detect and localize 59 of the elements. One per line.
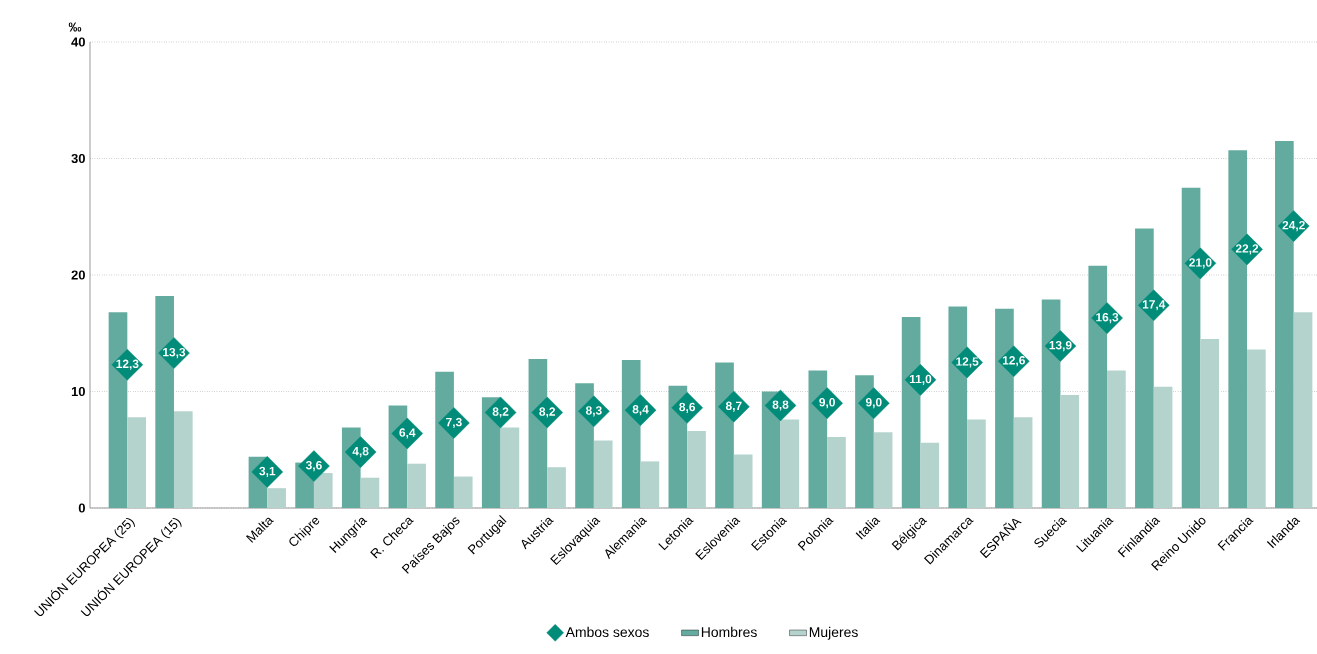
data-label: 12,6 (1002, 356, 1025, 367)
data-label: 16,3 (1096, 313, 1119, 324)
bar (920, 442, 940, 508)
bar (127, 417, 146, 508)
data-label: 8,2 (492, 407, 509, 418)
bar (827, 436, 846, 508)
bar (1293, 312, 1313, 508)
bar (687, 431, 706, 508)
bar (1107, 370, 1126, 508)
data-label: 7,3 (446, 417, 462, 429)
data-label: 3,6 (305, 460, 322, 472)
data-label: 12,3 (116, 359, 139, 370)
bar (313, 473, 333, 508)
y-tick-label: 20 (71, 270, 85, 280)
y-tick-label: 30 (71, 153, 85, 164)
data-label: 8,7 (725, 401, 742, 412)
y-tick-label: 0 (78, 503, 85, 513)
data-label: 8,4 (632, 405, 649, 416)
y-tick-label: 10 (71, 386, 85, 397)
bar (1013, 417, 1033, 508)
bar (407, 463, 426, 508)
bar (593, 440, 613, 508)
data-label: 11,0 (909, 374, 932, 385)
legend-label: Hombres (701, 626, 757, 638)
data-label: 9,0 (819, 398, 835, 409)
bar (267, 488, 286, 508)
data-label: 24,2 (1282, 220, 1305, 232)
data-label: 17,4 (1142, 300, 1166, 311)
bar (173, 411, 193, 508)
legend-label: Mujeres (809, 626, 858, 640)
bar (547, 467, 566, 508)
data-label: 4,8 (352, 446, 369, 458)
data-label: 3,1 (259, 466, 276, 477)
data-label: 13,3 (163, 347, 186, 359)
data-label: 8,2 (539, 407, 556, 418)
bar (500, 427, 520, 508)
data-label: 21,0 (1189, 258, 1212, 269)
bar (1247, 349, 1266, 508)
data-label: 6,4 (399, 428, 416, 439)
bar (360, 477, 380, 508)
y-axis-title: ‰ (68, 22, 82, 32)
bar (873, 432, 893, 508)
legend-label: Ambos sexos (565, 626, 649, 638)
data-label: 9,0 (865, 398, 882, 409)
bar (1200, 339, 1220, 508)
data-label: 22,2 (1235, 244, 1259, 255)
bar (1153, 386, 1173, 508)
bar (733, 454, 753, 508)
bar (967, 419, 986, 508)
bar (640, 461, 660, 508)
data-label: 12,5 (956, 357, 979, 368)
bar (453, 476, 473, 508)
y-tick-label: 40 (71, 37, 85, 47)
data-label: 8,3 (585, 406, 602, 417)
bar (780, 419, 800, 508)
bar (1060, 395, 1080, 508)
data-label: 8,6 (679, 402, 696, 413)
data-label: 8,8 (772, 400, 789, 411)
data-label: 13,9 (1049, 340, 1072, 352)
